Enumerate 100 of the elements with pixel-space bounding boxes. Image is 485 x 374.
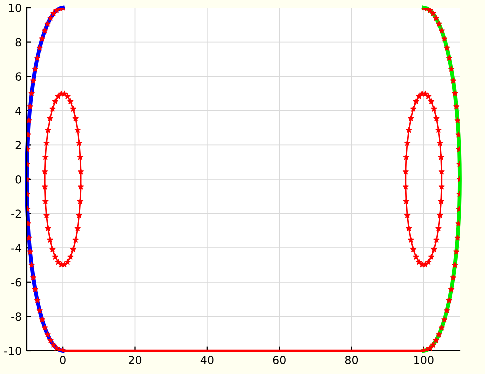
point — [76, 140, 82, 146]
point — [410, 246, 417, 252]
point — [70, 246, 76, 252]
point — [437, 212, 444, 218]
point — [48, 338, 54, 344]
point — [426, 259, 432, 265]
x-tick-label: 100 — [414, 356, 434, 364]
point — [42, 324, 48, 331]
point — [27, 248, 34, 255]
y-tick-label: 10 — [9, 4, 22, 12]
x-tick-label: 80 — [345, 356, 358, 364]
point — [406, 226, 412, 232]
point — [404, 140, 411, 146]
point — [454, 234, 460, 241]
point — [27, 234, 32, 241]
point — [55, 93, 62, 100]
point — [403, 198, 410, 204]
line-series — [422, 6, 462, 353]
point — [444, 308, 450, 314]
point — [28, 90, 35, 96]
point — [30, 78, 37, 84]
point — [47, 116, 54, 122]
point — [436, 332, 442, 338]
point — [34, 55, 41, 61]
point — [406, 127, 412, 133]
y-tick-label: -6 — [12, 278, 22, 287]
point — [45, 127, 52, 133]
point — [430, 342, 436, 348]
point — [438, 184, 445, 190]
point — [42, 28, 48, 34]
y-tick-label: 2 — [16, 141, 22, 150]
point — [444, 44, 450, 51]
point — [403, 154, 410, 160]
x-tick-label: 40 — [200, 356, 214, 364]
point — [454, 118, 460, 124]
point — [431, 106, 438, 112]
point — [408, 237, 414, 243]
point — [438, 154, 444, 160]
point — [422, 262, 429, 268]
point — [450, 78, 457, 84]
point — [28, 262, 35, 268]
y-tick-label: -4 — [12, 244, 22, 252]
point — [55, 259, 62, 265]
point — [48, 15, 54, 21]
point — [44, 20, 51, 27]
y-tick-label: 8 — [16, 38, 22, 47]
x-tick-label: 60 — [273, 356, 286, 364]
point — [32, 286, 39, 292]
point — [410, 106, 417, 112]
y-tick-label: 6 — [16, 72, 22, 81]
point — [434, 237, 440, 243]
point — [77, 154, 84, 160]
point — [434, 116, 440, 122]
point — [442, 316, 448, 323]
point — [408, 116, 414, 122]
point — [450, 274, 457, 281]
point — [42, 168, 48, 175]
point — [454, 248, 460, 255]
point — [433, 15, 440, 21]
point — [452, 90, 458, 96]
point — [74, 127, 81, 133]
point — [416, 259, 422, 265]
point — [36, 308, 43, 314]
point — [446, 298, 452, 304]
point — [77, 198, 84, 204]
point — [68, 254, 74, 260]
point — [438, 28, 446, 34]
point — [39, 316, 46, 323]
y-tick-label: -10 — [4, 346, 22, 356]
point — [402, 184, 410, 190]
point — [72, 116, 79, 122]
point — [50, 342, 57, 348]
x-tick-label: 20 — [128, 356, 142, 364]
point — [44, 140, 50, 146]
point — [36, 44, 43, 51]
point — [50, 10, 57, 16]
point — [74, 226, 81, 232]
point — [436, 127, 442, 133]
point — [68, 98, 74, 104]
point — [428, 254, 435, 260]
point — [52, 98, 59, 104]
point — [34, 298, 41, 304]
point — [27, 104, 34, 110]
point — [430, 10, 436, 16]
point — [64, 93, 71, 100]
point — [438, 198, 444, 204]
point — [416, 93, 422, 100]
point — [47, 237, 54, 243]
point — [436, 20, 442, 27]
y-tick-label: -8 — [12, 312, 22, 322]
point — [438, 168, 445, 175]
point — [44, 332, 51, 338]
point — [436, 226, 442, 232]
point — [42, 184, 48, 190]
point — [402, 168, 410, 175]
point — [438, 324, 446, 331]
point — [448, 66, 455, 72]
point — [45, 226, 52, 232]
point — [78, 184, 84, 190]
point — [32, 66, 39, 72]
